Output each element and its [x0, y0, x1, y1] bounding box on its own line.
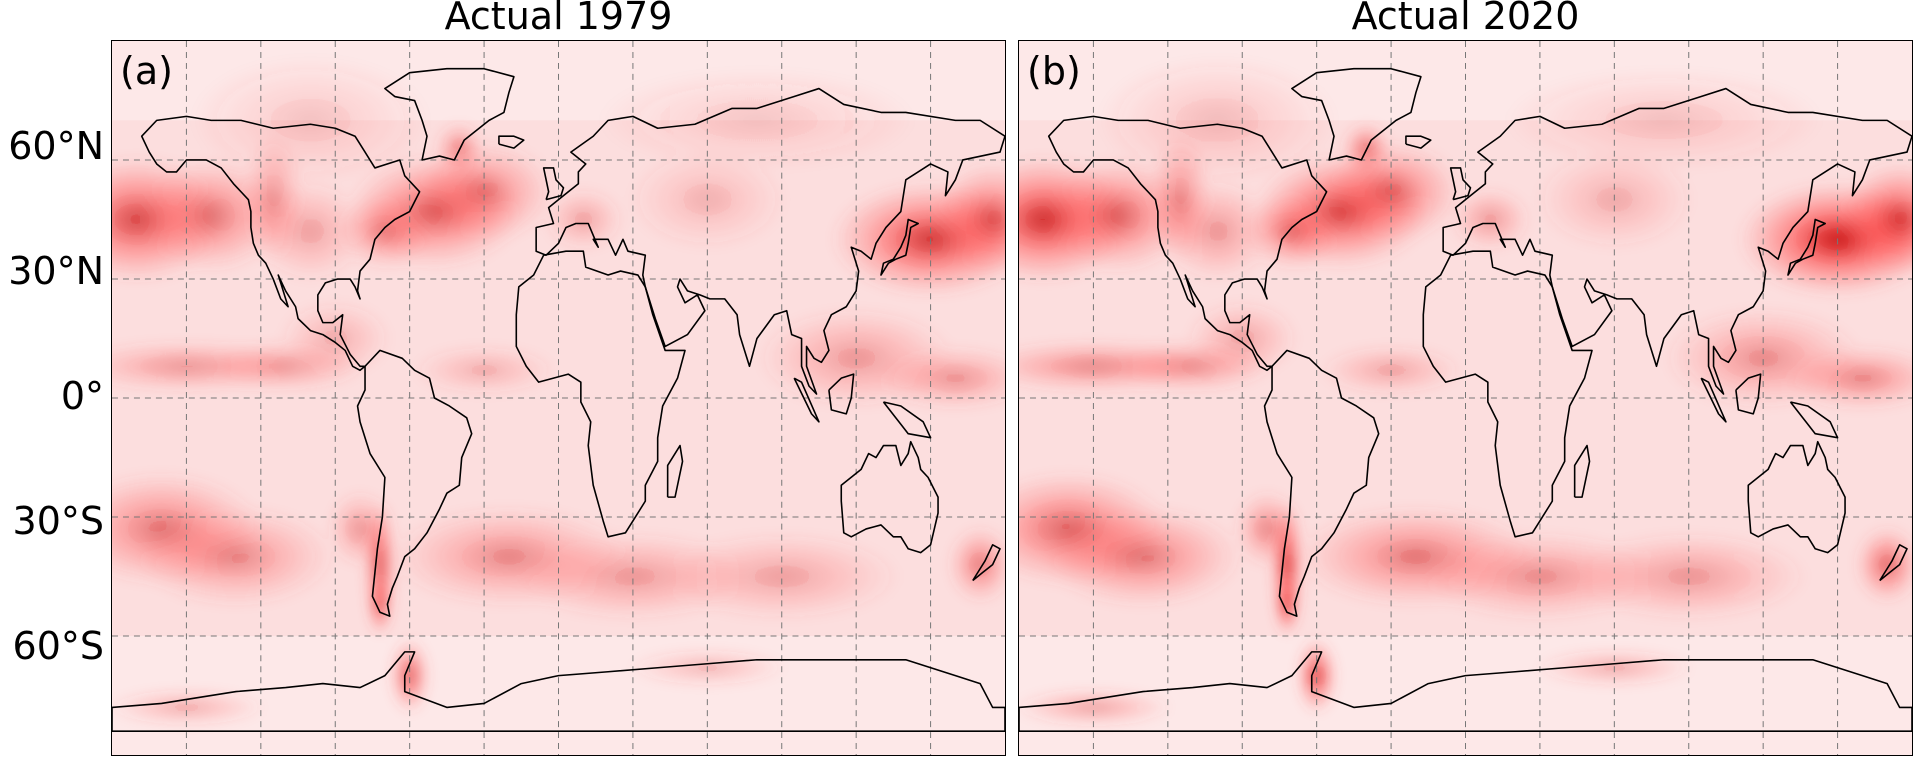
panel-b-map: (b): [1018, 40, 1913, 756]
coastline: [880, 218, 919, 276]
coastline: [1747, 440, 1846, 554]
coastline: [1700, 377, 1727, 423]
coastline: [1019, 651, 1912, 732]
coastline: [356, 349, 473, 617]
coastline: [498, 135, 525, 149]
coastline: [1573, 444, 1591, 498]
panel-a-svg: [112, 41, 1005, 755]
coastline: [140, 115, 421, 372]
coastline: [384, 67, 515, 161]
coastline: [1442, 87, 1912, 395]
coastline: [1735, 373, 1762, 415]
panel-a-letter: (a): [120, 49, 173, 93]
lat-label-30s: 30°S: [12, 499, 104, 543]
lat-label-0: 0°: [60, 374, 104, 418]
panel-a-map: (a): [111, 40, 1006, 756]
coastline: [840, 440, 939, 554]
lat-label-60n: 60°N: [8, 124, 104, 168]
coastline: [1405, 135, 1432, 149]
coastline: [793, 377, 820, 423]
coastline: [542, 167, 565, 201]
coastline: [1263, 349, 1380, 617]
coastline: [1787, 218, 1826, 276]
coastline: [972, 543, 1001, 582]
coastline: [666, 444, 684, 498]
coastline: [1449, 167, 1472, 201]
coastline: [535, 87, 1005, 395]
coastline: [1291, 67, 1422, 161]
coastline: [112, 651, 1005, 732]
panel-b-title: Actual 2020: [1351, 0, 1580, 38]
lat-label-60s: 60°S: [12, 624, 104, 668]
coastline: [1789, 401, 1839, 439]
coastline: [1047, 115, 1328, 372]
lat-label-30n: 30°N: [8, 249, 104, 293]
panel-b-letter: (b): [1027, 49, 1081, 93]
coastline: [1422, 250, 1593, 538]
coastline: [515, 250, 686, 538]
panel-b-svg: [1019, 41, 1912, 755]
coastline: [1879, 543, 1908, 582]
panel-a-title: Actual 1979: [444, 0, 673, 38]
coastline: [828, 373, 855, 415]
coastline: [882, 401, 932, 439]
